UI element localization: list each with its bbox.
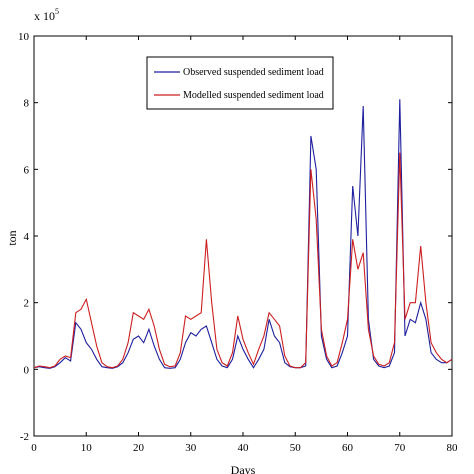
y-axis-label: ton [5, 230, 19, 245]
x-tick-label: 0 [31, 442, 37, 454]
y-axis-ticks: -2 0 2 4 6 8 10 [18, 31, 452, 443]
x-axis-ticks: 0 10 20 30 40 50 60 70 80 [31, 36, 458, 454]
x-axis-label: Days [231, 463, 256, 474]
series-lines [33, 99, 453, 369]
y-tick-label: 2 [24, 298, 30, 310]
x-tick-label: 30 [185, 442, 197, 454]
series-line-modelled [33, 152, 453, 369]
legend-label-modelled: Modelled suspended sediment load [183, 90, 324, 101]
y-tick-label: 0 [24, 364, 30, 376]
x-tick-label: 60 [342, 442, 354, 454]
x-tick-label: 50 [290, 442, 302, 454]
x-tick-label: 40 [238, 442, 250, 454]
legend-box [146, 56, 334, 110]
y-exponent-label: 5 [55, 7, 59, 16]
x-tick-label: 20 [133, 442, 145, 454]
series-line-observed [33, 99, 453, 369]
y-tick-label: 4 [24, 231, 30, 243]
legend: Observed suspended sediment load Modelle… [146, 56, 334, 110]
x-tick-label: 10 [81, 442, 93, 454]
x-tick-label: 80 [447, 442, 459, 454]
y-multiplier-label: x 105 [34, 7, 59, 23]
y-tick-label: 6 [24, 164, 30, 176]
y-tick-label: 10 [18, 31, 30, 43]
y-tick-label: -2 [20, 431, 29, 443]
x-tick-label: 70 [394, 442, 406, 454]
y-tick-label: 8 [24, 98, 30, 110]
legend-label-observed: Observed suspended sediment load [183, 67, 324, 78]
